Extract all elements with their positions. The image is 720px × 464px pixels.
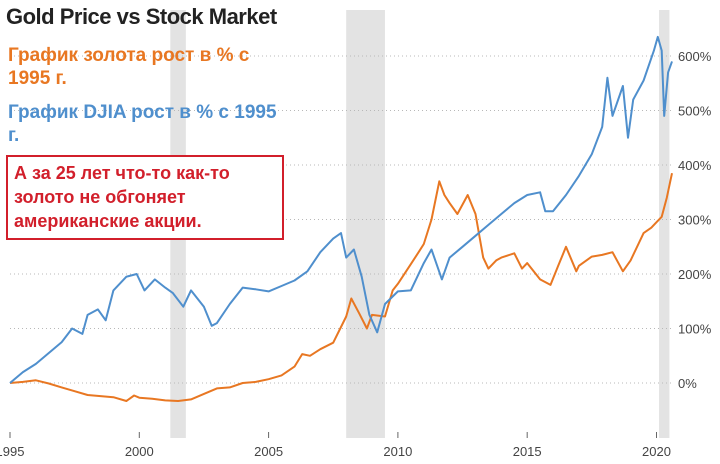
series-line-gold	[9, 172, 673, 402]
chart-title: Gold Price vs Stock Market	[6, 4, 277, 29]
legend-djia: График DJIA рост в % с 1995 г.	[8, 102, 277, 146]
x-axis-ticks: 1995 2000 2005 2010 2015 2020	[0, 432, 671, 459]
x-tick-label-2000: 2000	[125, 444, 154, 459]
recession-band-1	[346, 10, 385, 438]
series-line-djia	[9, 35, 673, 384]
x-tick-label-2015: 2015	[513, 444, 542, 459]
y-tick-label-400: 400%	[678, 158, 712, 173]
y-axis-ticks: 0% 100% 200% 300% 400% 500% 600%	[678, 49, 712, 391]
y-tick-label-500: 500%	[678, 104, 712, 119]
y-tick-label-100: 100%	[678, 322, 712, 337]
y-tick-label-300: 300%	[678, 213, 712, 228]
recession-band-2	[659, 10, 670, 438]
x-tick-label-2010: 2010	[383, 444, 412, 459]
y-tick-label-600: 600%	[678, 49, 712, 64]
legend-gold: График золота рост в % с 1995 г.	[8, 45, 250, 89]
x-tick-label-2005: 2005	[254, 444, 283, 459]
y-tick-label-200: 200%	[678, 267, 712, 282]
recession-bands	[170, 10, 670, 438]
x-tick-label-1995: 1995	[0, 444, 24, 459]
series-lines	[9, 35, 673, 402]
x-tick-label-2020: 2020	[642, 444, 671, 459]
y-tick-label-0: 0%	[678, 376, 697, 391]
annotation-box: А за 25 лет что-то как-то золото не обго…	[6, 155, 284, 240]
